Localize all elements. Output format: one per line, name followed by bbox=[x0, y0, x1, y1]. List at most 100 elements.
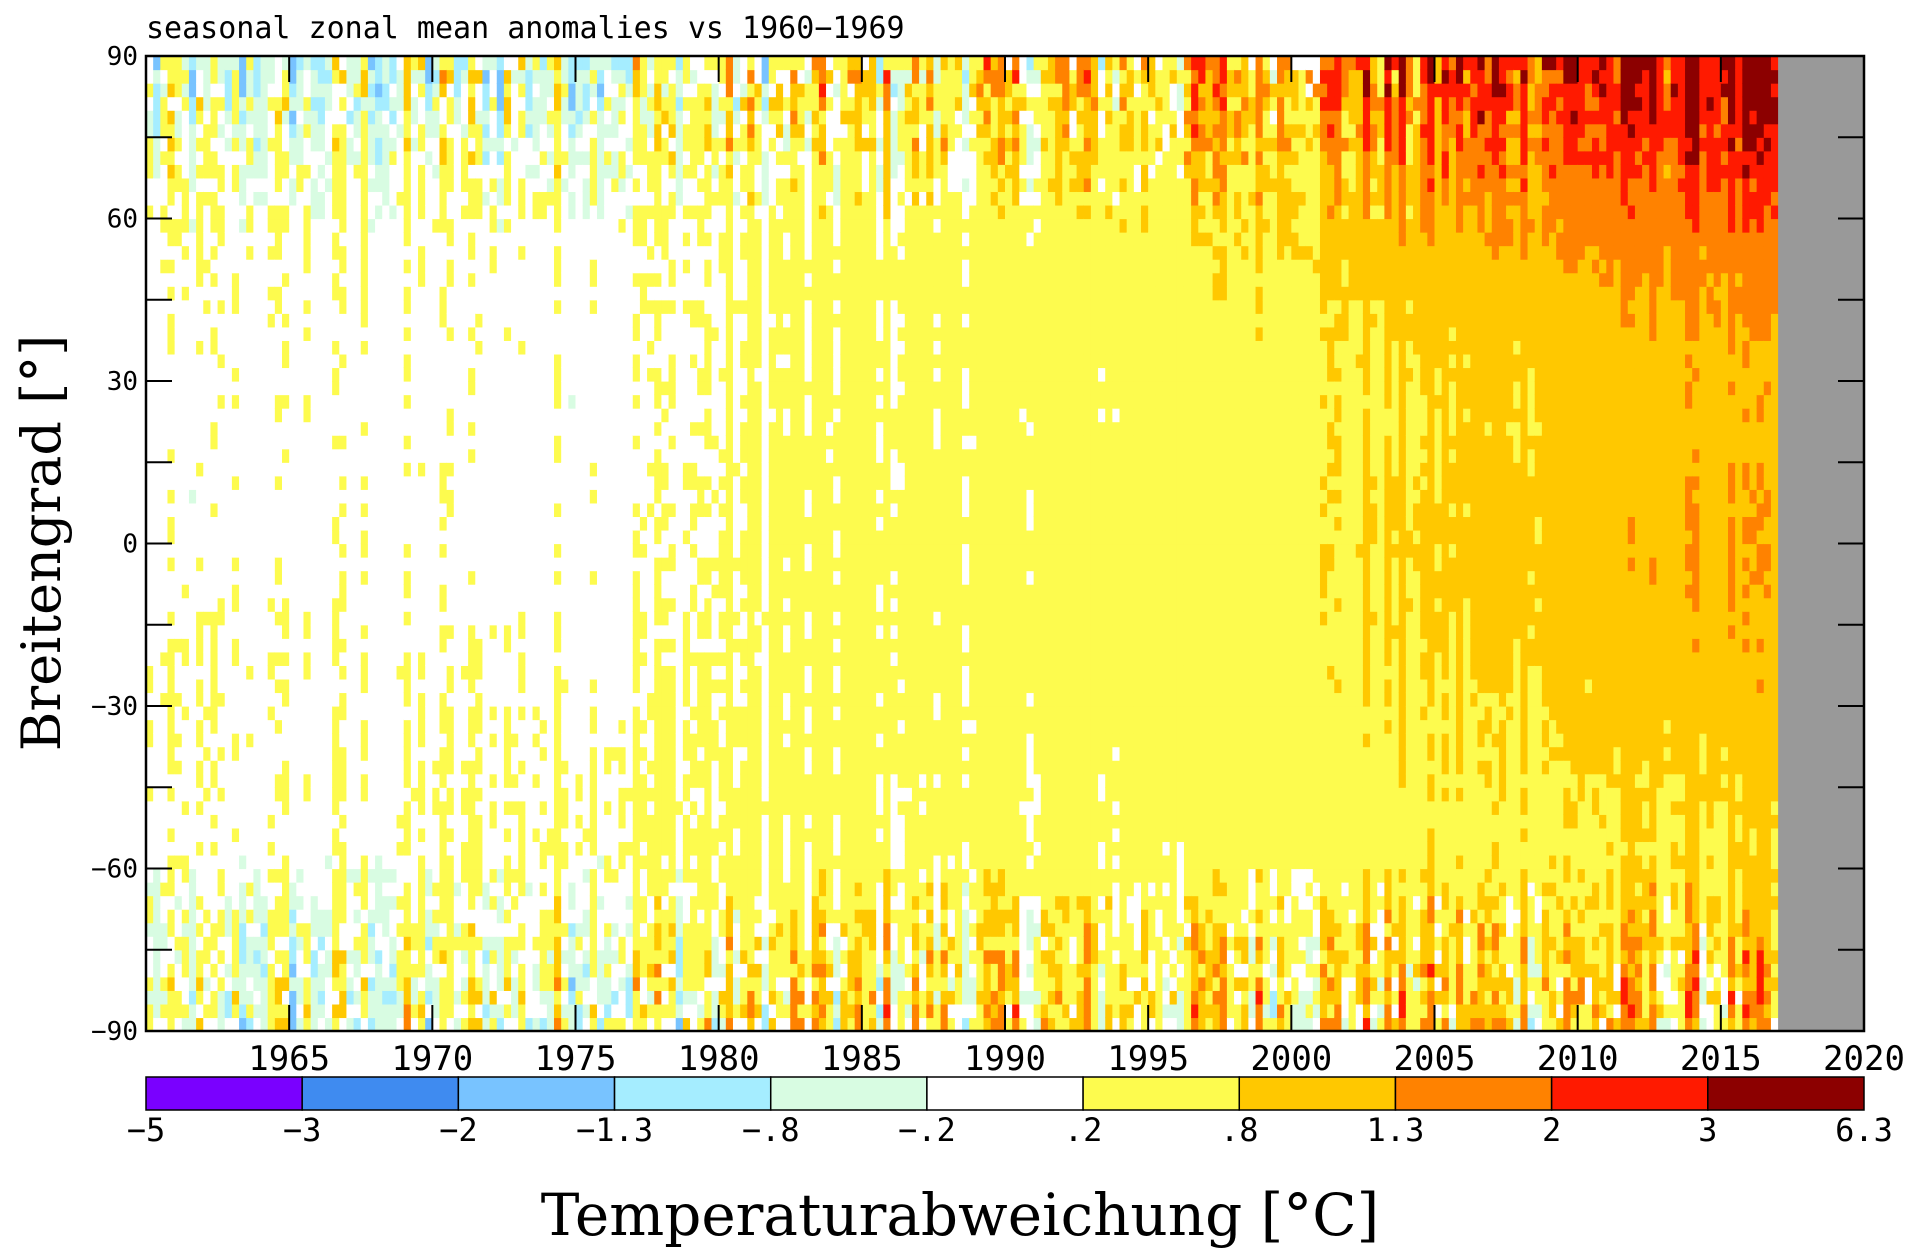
heatmap-cell bbox=[418, 137, 426, 152]
heatmap-cell bbox=[267, 543, 276, 558]
heatmap-cell bbox=[618, 909, 627, 924]
heatmap-cell bbox=[217, 164, 226, 179]
heatmap-cell bbox=[418, 448, 426, 463]
heatmap-cell bbox=[253, 787, 262, 802]
heatmap-cell bbox=[188, 692, 197, 707]
heatmap-cell bbox=[375, 123, 383, 138]
heatmap-cell bbox=[196, 245, 204, 260]
heatmap-cell bbox=[425, 83, 433, 98]
heatmap-cell bbox=[382, 340, 390, 355]
heatmap-cell bbox=[618, 706, 627, 721]
heatmap-cell bbox=[224, 733, 233, 748]
heatmap-cell bbox=[403, 773, 412, 788]
heatmap-cell bbox=[317, 949, 326, 964]
heatmap-cell bbox=[596, 882, 605, 897]
heatmap-cell bbox=[611, 150, 620, 165]
heatmap-cell bbox=[324, 963, 333, 978]
heatmap-cell bbox=[625, 408, 634, 423]
heatmap-cell bbox=[539, 516, 548, 531]
heatmap-cell bbox=[589, 990, 598, 1005]
heatmap-cell bbox=[217, 204, 226, 220]
heatmap-cell bbox=[439, 462, 448, 477]
heatmap-cell bbox=[632, 272, 641, 287]
heatmap-cell bbox=[468, 245, 476, 260]
heatmap-cell bbox=[317, 204, 326, 220]
heatmap-cell bbox=[496, 408, 505, 423]
heatmap-cell bbox=[289, 367, 297, 382]
heatmap-cell bbox=[460, 719, 469, 734]
heatmap-cell bbox=[146, 516, 154, 531]
heatmap-cell bbox=[525, 570, 534, 585]
heatmap-cell bbox=[375, 110, 383, 125]
heatmap-cell bbox=[446, 692, 455, 707]
heatmap-cell bbox=[181, 692, 190, 707]
heatmap-cell bbox=[625, 394, 634, 409]
heatmap-cell bbox=[203, 706, 212, 721]
heatmap-cell bbox=[575, 421, 584, 436]
heatmap-cell bbox=[203, 164, 212, 179]
heatmap-cell bbox=[632, 1003, 641, 1019]
heatmap-cell bbox=[482, 286, 491, 301]
heatmap-cell bbox=[210, 462, 219, 477]
heatmap-cell bbox=[561, 543, 569, 558]
heatmap-cell bbox=[217, 868, 226, 883]
heatmap-cell bbox=[632, 164, 641, 179]
heatmap-cell bbox=[289, 516, 297, 531]
heatmap-cell bbox=[425, 692, 433, 707]
heatmap-cell bbox=[389, 435, 398, 450]
heatmap-cell bbox=[217, 489, 226, 504]
heatmap-cell bbox=[475, 259, 484, 274]
heatmap-cell bbox=[439, 557, 448, 572]
heatmap-cell bbox=[596, 96, 605, 111]
heatmap-cell bbox=[167, 489, 176, 504]
heatmap-cell bbox=[446, 489, 455, 504]
heatmap-cell bbox=[146, 746, 154, 761]
heatmap-cell bbox=[246, 218, 254, 233]
heatmap-cell bbox=[432, 191, 441, 206]
heatmap-cell bbox=[332, 760, 340, 775]
heatmap-cell bbox=[575, 435, 584, 450]
heatmap-cell bbox=[267, 204, 276, 220]
heatmap-cell bbox=[518, 177, 526, 193]
heatmap-cell bbox=[303, 949, 312, 964]
heatmap-cell bbox=[611, 841, 620, 856]
heatmap-cell bbox=[503, 69, 512, 84]
heatmap-cell bbox=[346, 800, 355, 815]
heatmap-cell bbox=[282, 773, 290, 788]
heatmap-cell bbox=[575, 204, 584, 220]
heatmap-cell bbox=[210, 191, 219, 206]
heatmap-cell bbox=[210, 435, 219, 450]
heatmap-cell bbox=[196, 381, 204, 396]
heatmap-cell bbox=[568, 827, 577, 843]
heatmap-cell bbox=[360, 272, 369, 287]
heatmap-cell bbox=[596, 868, 605, 883]
heatmap-cell bbox=[568, 204, 577, 220]
heatmap-cell bbox=[396, 69, 405, 84]
heatmap-cell bbox=[253, 232, 262, 247]
heatmap-cell bbox=[167, 421, 176, 436]
heatmap-cell bbox=[561, 814, 569, 829]
heatmap-cell bbox=[274, 475, 283, 490]
heatmap-cell bbox=[239, 286, 247, 301]
heatmap-cell bbox=[453, 746, 462, 761]
heatmap-cell bbox=[403, 976, 412, 991]
heatmap-cell bbox=[532, 990, 541, 1005]
heatmap-cell bbox=[153, 286, 161, 301]
heatmap-cell bbox=[210, 557, 219, 572]
heatmap-cell bbox=[146, 435, 154, 450]
heatmap-cell bbox=[332, 841, 340, 856]
heatmap-cell bbox=[639, 665, 648, 680]
heatmap-cell bbox=[489, 177, 498, 193]
heatmap-cell bbox=[525, 963, 534, 978]
heatmap-cell bbox=[160, 326, 169, 341]
heatmap-cell bbox=[546, 448, 555, 463]
heatmap-cell bbox=[160, 1017, 169, 1031]
heatmap-cell bbox=[618, 882, 627, 897]
heatmap-cell bbox=[196, 868, 204, 883]
heatmap-cell bbox=[575, 516, 584, 531]
heatmap-cell bbox=[403, 137, 412, 152]
heatmap-cell bbox=[239, 841, 247, 856]
heatmap-cell bbox=[353, 110, 362, 125]
heatmap-cell bbox=[324, 868, 333, 883]
heatmap-cell bbox=[532, 543, 541, 558]
